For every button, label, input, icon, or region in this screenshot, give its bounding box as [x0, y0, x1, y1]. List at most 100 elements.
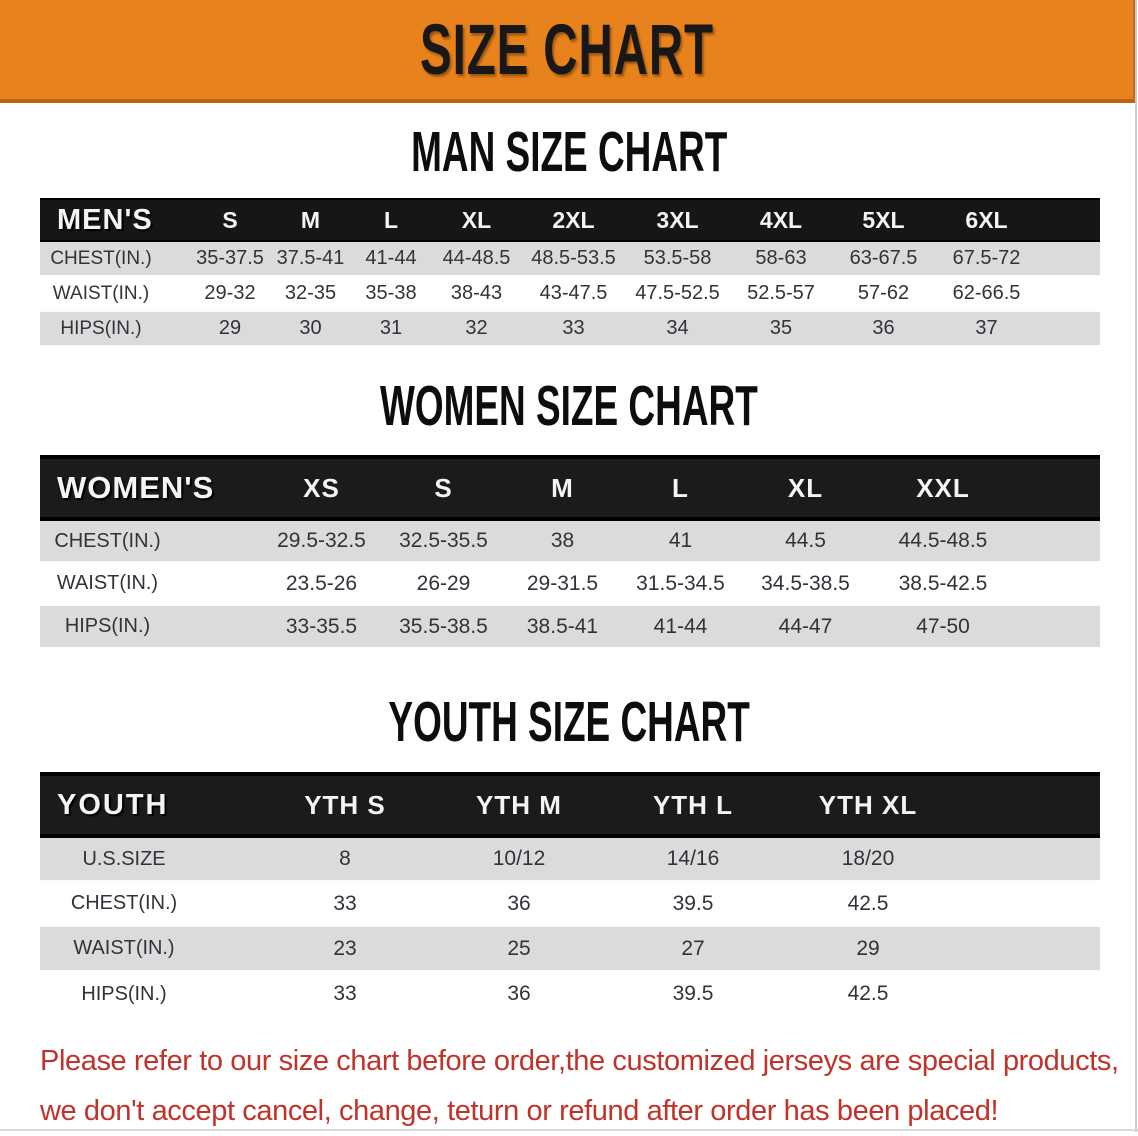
size-column-header: XXL	[871, 455, 1015, 521]
size-value: 37	[975, 317, 998, 339]
size-value: 35-37.5	[196, 247, 264, 269]
row-filler-cell	[1015, 605, 1100, 648]
size-value: 23	[333, 936, 357, 960]
row-filler-cell	[1038, 276, 1100, 311]
size-value: 18/20	[841, 847, 895, 870]
size-column-header: M	[270, 198, 351, 242]
banner-title: SIZE CHART	[419, 9, 714, 90]
size-column-header: S	[190, 198, 270, 242]
size-column-header: S	[383, 455, 504, 521]
size-chart-banner: SIZE CHART	[0, 0, 1136, 103]
size-value: 48.5-53.5	[531, 247, 616, 269]
size-value: 37.5-41	[276, 247, 345, 269]
men-group-label: MEN'S	[40, 198, 190, 242]
size-column-header: YTH XL	[780, 772, 956, 838]
row-filler-cell	[956, 971, 1100, 1016]
size-value: 39.5	[672, 982, 714, 1005]
women-size-table: WOMEN'S XS S M L XL XXL CHEST(IN.) 29.5-32.5 32.5…	[40, 455, 1100, 649]
row-filler-cell	[956, 836, 1100, 881]
size-value: 53.5-58	[643, 247, 712, 269]
size-value: 52.5-57	[747, 282, 815, 304]
size-value: 44-47	[778, 614, 833, 638]
youth-group-label: YOUTH	[40, 772, 258, 838]
size-value: 33	[333, 982, 357, 1005]
row-label: WAIST(IN.)	[73, 937, 175, 959]
order-disclaimer: Please refer to our size chart before or…	[40, 1036, 1120, 1136]
row-filler-cell	[1015, 562, 1100, 605]
header-filler-cell	[1015, 455, 1100, 521]
row-label: CHEST(IN.)	[54, 529, 161, 552]
image-right-edge-line	[1135, 0, 1137, 1132]
size-value: 47-50	[916, 614, 970, 638]
size-column-header: L	[621, 455, 740, 521]
size-value: 43-47.5	[539, 282, 608, 304]
size-value: 34	[666, 317, 689, 339]
row-label: CHEST(IN.)	[70, 892, 178, 914]
size-column-header: YTH L	[606, 772, 780, 838]
row-filler-cell	[956, 926, 1100, 971]
size-column-header: 3XL	[625, 198, 730, 242]
size-value: 41	[668, 529, 693, 552]
size-value: 38-43	[450, 282, 503, 304]
size-value: 29	[218, 317, 242, 339]
size-column-header: XS	[260, 455, 383, 521]
size-value: 47.5-52.5	[635, 282, 720, 304]
size-column-header: YTH M	[432, 772, 606, 838]
women-section-heading: WOMEN SIZE CHART	[380, 375, 758, 438]
size-value: 32.5-35.5	[399, 529, 488, 552]
size-value: 33	[562, 317, 585, 339]
row-filler-cell	[1015, 519, 1100, 562]
youth-size-table: YOUTH YTH S YTH M YTH L YTH XL U.S.SIZE 8 10/12…	[40, 772, 1100, 1016]
size-column-header: XL	[740, 455, 871, 521]
women-group-label: WOMEN'S	[40, 455, 260, 521]
size-value: 42.5	[847, 982, 889, 1005]
size-value: 8	[339, 847, 351, 870]
size-value: 29.5-32.5	[277, 529, 366, 552]
size-value: 57-62	[857, 282, 910, 304]
table-row: HIPS(IN.) 33-35.5 35.5-38.5 38.5-41 41-44 44-…	[40, 605, 1100, 648]
men-section-heading: MAN SIZE CHART	[410, 121, 728, 184]
disclaimer-line-2: we don't accept cancel, change, teturn o…	[40, 1095, 999, 1127]
size-value: 35	[769, 317, 793, 339]
size-column-header: M	[504, 455, 621, 521]
size-value: 67.5-72	[952, 247, 1021, 269]
size-value: 42.5	[847, 891, 889, 915]
size-column-header: 6XL	[935, 198, 1038, 242]
table-row: U.S.SIZE 8 10/12 14/16 18/20	[40, 836, 1100, 881]
table-row: WAIST(IN.) 29-32 32-35 35-38 38-43 43-47.5 47.…	[40, 276, 1100, 311]
size-column-header: XL	[431, 198, 522, 242]
table-row: CHEST(IN.) 35-37.5 37.5-41 41-44 44-48.5 48.5…	[40, 241, 1100, 276]
size-value: 29-31.5	[526, 571, 599, 595]
size-value: 39.5	[672, 891, 714, 915]
size-value: 36	[507, 891, 531, 915]
size-value: 23.5-26	[285, 571, 358, 595]
table-row: CHEST(IN.) 29.5-32.5 32.5-35.5 38 41 44.5 44.5…	[40, 519, 1100, 562]
disclaimer-line-1: Please refer to our size chart before or…	[40, 1045, 1119, 1077]
size-column-header: 4XL	[730, 198, 832, 242]
size-value: 10/12	[492, 847, 546, 870]
table-row: WAIST(IN.) 23.5-26 26-29 29-31.5 31.5-34.5 34…	[40, 562, 1100, 605]
size-value: 35.5-38.5	[399, 614, 488, 638]
size-value: 41-44	[653, 614, 708, 638]
youth-section-heading: YOUTH SIZE CHART	[388, 691, 750, 754]
row-label: CHEST(IN.)	[50, 247, 152, 269]
size-value: 36	[872, 317, 895, 339]
table-row: HIPS(IN.) 29 30 31 32 33 34 35 36 37	[40, 311, 1100, 346]
size-value: 62-66.5	[952, 282, 1021, 304]
size-value: 41-44	[365, 247, 417, 269]
row-label: HIPS(IN.)	[60, 317, 142, 339]
size-value: 63-67.5	[849, 247, 918, 269]
size-value: 31	[379, 317, 403, 339]
size-value: 25	[507, 936, 531, 960]
size-value: 31.5-34.5	[636, 571, 725, 595]
size-value: 32-35	[284, 282, 337, 304]
size-column-header: 5XL	[832, 198, 935, 242]
size-value: 44.5	[785, 529, 826, 552]
header-filler-cell	[1038, 198, 1100, 242]
size-value: 33-35.5	[285, 614, 358, 638]
table-row: HIPS(IN.) 33 36 39.5 42.5	[40, 971, 1100, 1016]
size-value: 30	[299, 317, 322, 339]
size-value: 44-48.5	[442, 247, 511, 269]
row-filler-cell	[1038, 311, 1100, 346]
row-label: HIPS(IN.)	[81, 982, 167, 1005]
